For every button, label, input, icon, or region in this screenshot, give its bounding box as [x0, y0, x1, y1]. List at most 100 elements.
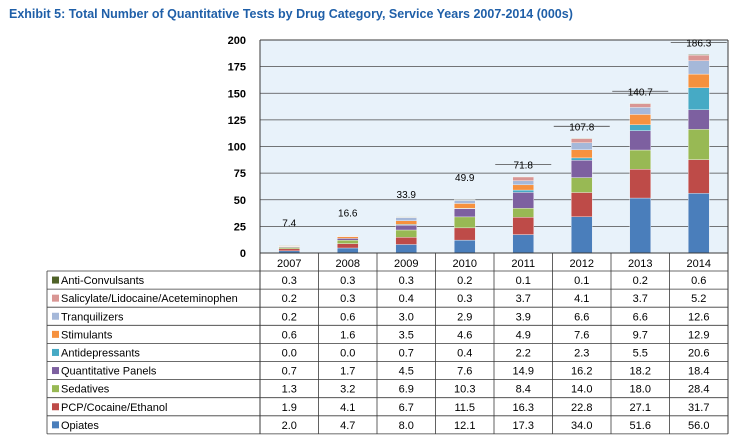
table-cell-value: 0.4 [457, 347, 472, 359]
legend-key [52, 276, 59, 284]
table-cell-value: 7.6 [457, 366, 472, 378]
table-cell-value: 5.5 [633, 347, 648, 359]
bar-segment [454, 239, 476, 254]
bar-segment [337, 243, 359, 249]
table-cell-value: 0.7 [282, 366, 297, 378]
x-tick-label: 2012 [570, 258, 594, 270]
bar-segment [512, 180, 534, 186]
table-cell-value: 0.6 [282, 329, 297, 341]
table-cell-value: 0.1 [516, 275, 531, 287]
x-tick-label: 2009 [394, 258, 418, 270]
table-cell-value: 4.1 [574, 293, 589, 305]
bar-segment [395, 237, 417, 245]
table-cell-value: 3.2 [340, 384, 355, 396]
y-tick-label: 0 [240, 248, 246, 260]
table-cell-value: 0.6 [691, 275, 706, 287]
bar-segment [337, 247, 359, 254]
bar-segment [395, 244, 417, 254]
series-label: Salicylate/Lidocaine/Aceteminophen [61, 293, 238, 305]
table-cell-value: 1.7 [340, 366, 355, 378]
y-tick-label: 175 [228, 62, 246, 74]
x-tick-label: 2007 [277, 258, 301, 270]
table-cell-value: 12.6 [688, 311, 709, 323]
bar-segment [395, 217, 417, 221]
legend-key [52, 367, 59, 375]
x-tick-label: 2010 [453, 258, 477, 270]
table-cell-value: 4.5 [399, 366, 414, 378]
table-cell-value: 3.7 [516, 293, 531, 305]
bar-segment [395, 225, 417, 231]
bar-segment [454, 227, 476, 241]
table-cell-value: 14.9 [513, 366, 534, 378]
bar-segment [395, 229, 417, 238]
total-label: 107.8 [569, 122, 594, 133]
bar-segment [454, 208, 476, 218]
bar-segment [512, 184, 534, 191]
bar-segment [454, 216, 476, 229]
bar-segment [688, 87, 710, 110]
bar-segment [688, 109, 710, 130]
legend-key [52, 330, 59, 338]
bar-segment [688, 73, 710, 88]
bar-segment [512, 176, 534, 181]
table-cell-value: 5.2 [691, 293, 706, 305]
table-cell-value: 3.9 [516, 311, 531, 323]
table-cell-value: 51.6 [630, 420, 651, 432]
table-cell-value: 0.1 [574, 275, 589, 287]
series-label: Stimulants [61, 329, 113, 341]
table-cell-value: 34.0 [571, 420, 592, 432]
table-cell-value: 17.3 [513, 420, 534, 432]
legend-key [52, 403, 59, 411]
x-tick-label: 2014 [687, 258, 711, 270]
bar-segment [571, 216, 593, 254]
bar-segment [571, 157, 593, 161]
table-cell-value: 18.4 [688, 366, 709, 378]
table-cell-value: 0.3 [399, 275, 414, 287]
total-label: 33.9 [397, 190, 417, 201]
bar-segment [629, 107, 651, 115]
table-cell-value: 10.3 [454, 384, 475, 396]
table-cell-value: 0.3 [457, 293, 472, 305]
table-cell-value: 0.2 [633, 275, 648, 287]
table-cell-value: 0.7 [399, 347, 414, 359]
legend-key [52, 385, 59, 393]
total-label: 16.6 [338, 208, 358, 219]
table-cell-value: 3.5 [399, 329, 414, 341]
legend-key [52, 312, 59, 320]
bar-segment [688, 129, 710, 160]
table-cell-value: 8.4 [516, 384, 531, 396]
table-cell-value: 2.2 [516, 347, 531, 359]
total-label: 186.3 [686, 38, 711, 49]
bar-segment [688, 193, 710, 254]
table-cell-value: 0.2 [282, 311, 297, 323]
table-cell-value: 6.9 [399, 384, 414, 396]
series-label: Anti-Convulsants [61, 275, 145, 287]
bar-segment [512, 189, 534, 193]
bar-segment [629, 197, 651, 254]
bar-segment [571, 149, 593, 159]
table-cell-value: 0.3 [340, 293, 355, 305]
bar-segment [629, 114, 651, 125]
table-cell-value: 9.7 [633, 329, 648, 341]
chart-title: Exhibit 5: Total Number of Quantitative … [9, 7, 573, 21]
table-cell-value: 0.2 [282, 293, 297, 305]
bar-segment [688, 54, 710, 56]
table-cell-value: 22.8 [571, 402, 592, 414]
bar-segment [571, 142, 593, 150]
series-label: Antidepressants [61, 347, 140, 359]
bar-segment [688, 159, 710, 194]
bar-segment [688, 54, 710, 61]
bar-segment [571, 160, 593, 178]
y-tick-label: 150 [228, 88, 246, 100]
table-cell-value: 0.2 [457, 275, 472, 287]
series-label: Tranquilizers [61, 311, 124, 323]
table-cell-value: 12.1 [454, 420, 475, 432]
table-cell-value: 4.6 [457, 329, 472, 341]
table-cell-value: 0.3 [282, 275, 297, 287]
table-cell-value: 31.7 [688, 402, 709, 414]
y-tick-label: 75 [234, 168, 246, 180]
table-cell-value: 4.7 [340, 420, 355, 432]
bar-segment [337, 238, 359, 241]
y-tick-label: 100 [228, 142, 246, 154]
